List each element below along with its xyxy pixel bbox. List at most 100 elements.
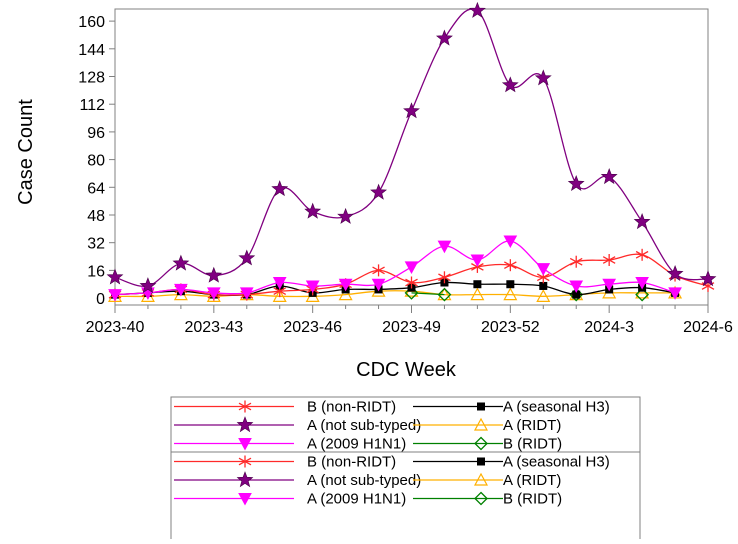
legend-item: A (2009 H1N1) (174, 436, 406, 453)
legend-label: A (seasonal H3) (503, 399, 610, 416)
legend-marker (238, 493, 252, 506)
legend-label: A (2009 H1N1) (307, 436, 406, 453)
series-line (114, 281, 676, 297)
y-tick-label: 64 (87, 180, 105, 197)
data-point (404, 261, 419, 274)
x-tick-label: 2023-46 (283, 319, 342, 336)
data-point (139, 277, 157, 294)
legend-marker (474, 436, 488, 451)
legend-label: A (RIDT) (503, 417, 561, 434)
data-point (405, 276, 418, 289)
legend-marker (477, 457, 485, 466)
legend-marker (236, 471, 254, 488)
y-tick-label: 16 (87, 263, 105, 280)
data-point (569, 255, 583, 268)
data-point (108, 289, 122, 302)
y-tick-label: 80 (87, 153, 105, 170)
data-point (338, 278, 353, 292)
series-a-ridt (107, 283, 683, 302)
data-point (635, 287, 650, 302)
data-point (635, 276, 649, 290)
data-point (437, 287, 452, 302)
data-point (506, 280, 515, 289)
legend-item: A (RIDT) (413, 417, 561, 434)
data-point (602, 253, 616, 266)
data-point (337, 207, 355, 224)
legend-item: B (RIDT) (413, 491, 562, 508)
data-point (503, 235, 518, 248)
data-point (272, 289, 287, 302)
data-point (572, 290, 581, 299)
data-point (403, 102, 420, 119)
data-point (567, 174, 585, 191)
data-point (536, 263, 551, 276)
legend-marker (236, 416, 254, 433)
data-point (539, 281, 548, 290)
legend-item: B (RIDT) (413, 436, 562, 453)
x-tick-label: 2023-40 (86, 319, 145, 336)
legend-item: A (RIDT) (413, 472, 561, 489)
legend-label: A (not sub-typed) (307, 417, 421, 434)
y-tick-label: 144 (78, 42, 105, 59)
legend-label: B (non-RIDT) (307, 454, 396, 471)
data-point (205, 266, 223, 283)
data-point (534, 69, 552, 86)
data-point (371, 278, 386, 292)
data-point (370, 183, 388, 200)
legend-item: A (seasonal H3) (413, 454, 610, 471)
legend-item: B (non-RIDT) (174, 399, 396, 416)
y-tick-label: 160 (78, 14, 105, 31)
legend-marker (474, 491, 488, 506)
legend-item: A (not sub-typed) (174, 471, 421, 489)
data-point (271, 180, 289, 197)
data-point (470, 254, 485, 268)
x-tick-label: 2023-49 (382, 319, 441, 336)
x-tick-label: 2024-3 (584, 319, 634, 336)
x-tick-label: 2023-43 (184, 319, 243, 336)
legend-marker (238, 455, 252, 468)
data-point (106, 268, 124, 285)
legend-label: B (non-RIDT) (307, 399, 396, 416)
data-point (569, 280, 584, 294)
y-tick-label: 112 (79, 97, 105, 114)
data-point (635, 248, 649, 261)
data-point (699, 270, 717, 287)
y-tick-label: 48 (87, 208, 105, 225)
data-point (338, 287, 353, 301)
legend-marker (238, 438, 252, 451)
y-tick-label: 128 (78, 70, 105, 87)
data-point (239, 287, 254, 300)
series-line (411, 292, 445, 296)
legend-label: A (not sub-typed) (307, 472, 421, 489)
data-point (501, 76, 519, 93)
legend-label: A (seasonal H3) (503, 454, 610, 471)
y-tick-label: 32 (87, 236, 105, 253)
legend-marker (238, 400, 252, 413)
data-point (172, 254, 190, 271)
legend-marker (473, 472, 489, 486)
data-point (668, 287, 682, 300)
data-point (437, 240, 452, 254)
data-point (602, 278, 617, 292)
y-axis-title: Case Count (15, 99, 37, 205)
y-tick-label: 0 (96, 291, 105, 308)
legend-marker (477, 402, 485, 411)
legend-label: A (2009 H1N1) (307, 491, 406, 508)
data-point (504, 259, 517, 272)
data-point (503, 287, 518, 301)
data-point (206, 287, 221, 300)
data-point (304, 202, 322, 219)
legend-marker (473, 417, 489, 431)
data-point (600, 168, 618, 185)
data-point (666, 264, 684, 281)
data-point (633, 213, 651, 230)
data-point (238, 249, 256, 266)
x-tick-label: 2023-52 (481, 319, 540, 336)
data-point (305, 280, 320, 294)
data-point (468, 1, 486, 18)
data-point (272, 276, 287, 290)
legend-label: A (RIDT) (503, 472, 561, 489)
legend-item: A (not sub-typed) (174, 416, 421, 434)
series-a-not-sub-typed (106, 1, 717, 294)
plot-frame (114, 8, 709, 306)
